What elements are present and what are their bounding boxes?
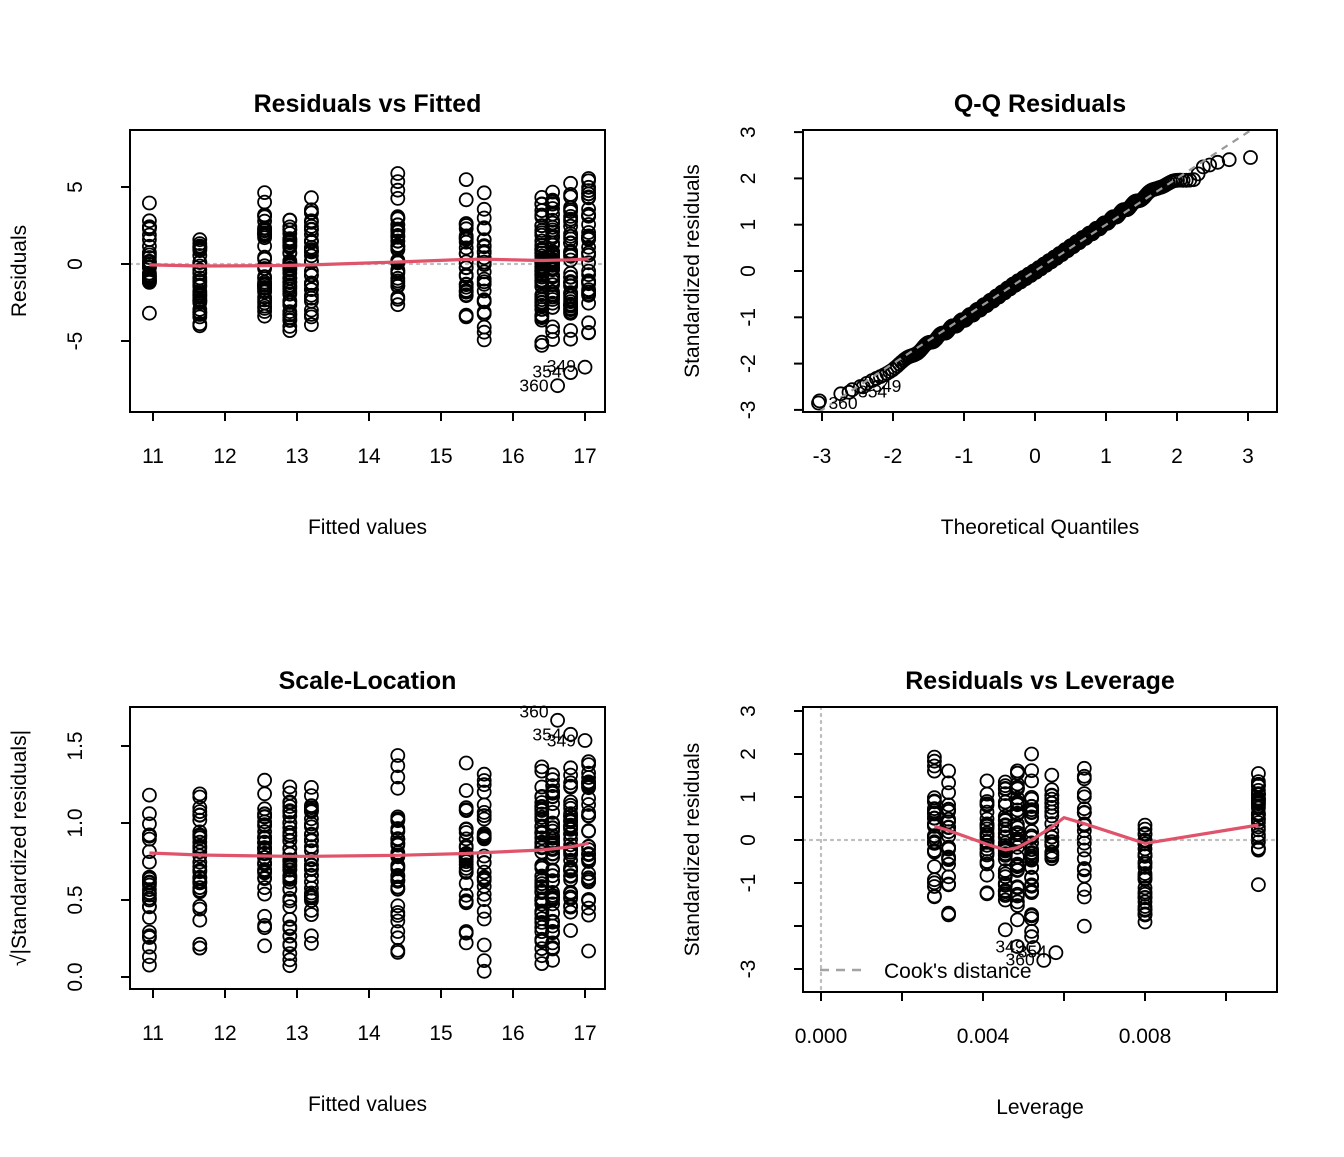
x-tick-label: -1 [955,445,974,468]
y-tick-label: 0.0 [64,962,87,991]
point-label-354: 354 [532,724,561,744]
y-tick-label: -5 [64,332,87,351]
x-tick-label: 16 [501,445,524,468]
panel-title: Q-Q Residuals [954,90,1126,118]
point-label-354: 354 [532,362,561,382]
smoother-line [149,841,589,858]
plot-box [129,129,606,413]
x-tick-label: 14 [357,445,381,468]
point-label-354: 354 [1018,942,1047,962]
y-tick-label: 3 [737,126,760,138]
y-tick-label: 5 [64,181,87,193]
data-points [141,712,596,979]
x-axis-title: Fitted values [308,1093,427,1116]
y-tick-label: 3 [737,705,760,717]
x-tick-label: 3 [1242,445,1254,468]
point-label-360: 360 [519,701,548,721]
plot-box [802,706,1278,993]
x-tick-label: 0.000 [795,1025,848,1048]
y-tick-label: 0.5 [64,885,87,914]
x-tick-label: 12 [213,1022,236,1045]
y-tick-label: -1 [737,308,760,327]
y-tick-label: 0 [64,258,87,270]
x-axis-title: Fitted values [308,516,427,539]
y-tick-label: -2 [737,354,760,373]
x-tick-label: 15 [429,1022,452,1045]
panel-title: Scale-Location [279,667,457,695]
data-points [927,746,1266,968]
qq-reference-line [818,129,1252,413]
point-label-360: 360 [519,376,548,396]
x-tick-label: 0.004 [957,1025,1010,1048]
y-tick-label: -3 [737,401,760,420]
x-tick-label: -2 [884,445,903,468]
x-tick-label: 0.008 [1119,1025,1172,1048]
x-tick-label: 1 [1100,445,1112,468]
point-label-349: 349 [872,376,901,396]
point-label-360: 360 [1006,949,1035,969]
y-tick-label: 0 [737,834,760,846]
point-label-349: 349 [547,730,576,750]
x-axis-title: Theoretical Quantiles [941,516,1139,539]
x-tick-label: 2 [1171,445,1183,468]
panel-title: Residuals vs Leverage [905,667,1175,695]
x-tick-label: -3 [813,445,832,468]
x-tick-label: 13 [285,1022,308,1045]
y-axis-title: √|Standardized residuals| [8,730,31,966]
panel-title: Residuals vs Fitted [254,90,482,118]
x-tick-label: 16 [501,1022,524,1045]
y-tick-label: 1 [737,219,760,231]
point-label-349: 349 [995,937,1024,957]
y-axis-title: Standardized residuals [681,164,704,378]
y-axis-title: Standardized residuals [681,743,704,957]
y-tick-label: 0 [737,265,760,277]
x-tick-label: 11 [142,1022,164,1045]
x-tick-label: 13 [285,445,308,468]
cooks-distance-label: Cook's distance [884,960,1032,983]
y-tick-label: -1 [737,874,760,893]
smoother-line [149,257,589,268]
y-tick-label: -3 [737,960,760,979]
x-tick-label: 0 [1029,445,1041,468]
y-tick-label: 2 [737,173,760,185]
data-points [141,166,596,394]
x-tick-label: 14 [357,1022,381,1045]
y-tick-label: 1.5 [64,731,87,760]
x-tick-label: 11 [142,445,164,468]
y-axis-title: Residuals [8,225,31,317]
point-label-360: 360 [828,393,857,413]
y-tick-label: 2 [737,748,760,760]
x-tick-label: 12 [213,445,236,468]
x-tick-label: 17 [573,445,596,468]
plot-box [129,706,606,990]
y-tick-label: 1 [737,791,760,803]
smoother-line [933,815,1259,852]
x-axis-title: Leverage [996,1096,1084,1119]
x-tick-label: 15 [429,445,452,468]
data-points [811,150,1258,411]
y-tick-label: 1.0 [64,808,87,837]
point-label-349: 349 [547,356,576,376]
point-label-354: 354 [858,381,887,401]
x-tick-label: 17 [573,1022,596,1045]
